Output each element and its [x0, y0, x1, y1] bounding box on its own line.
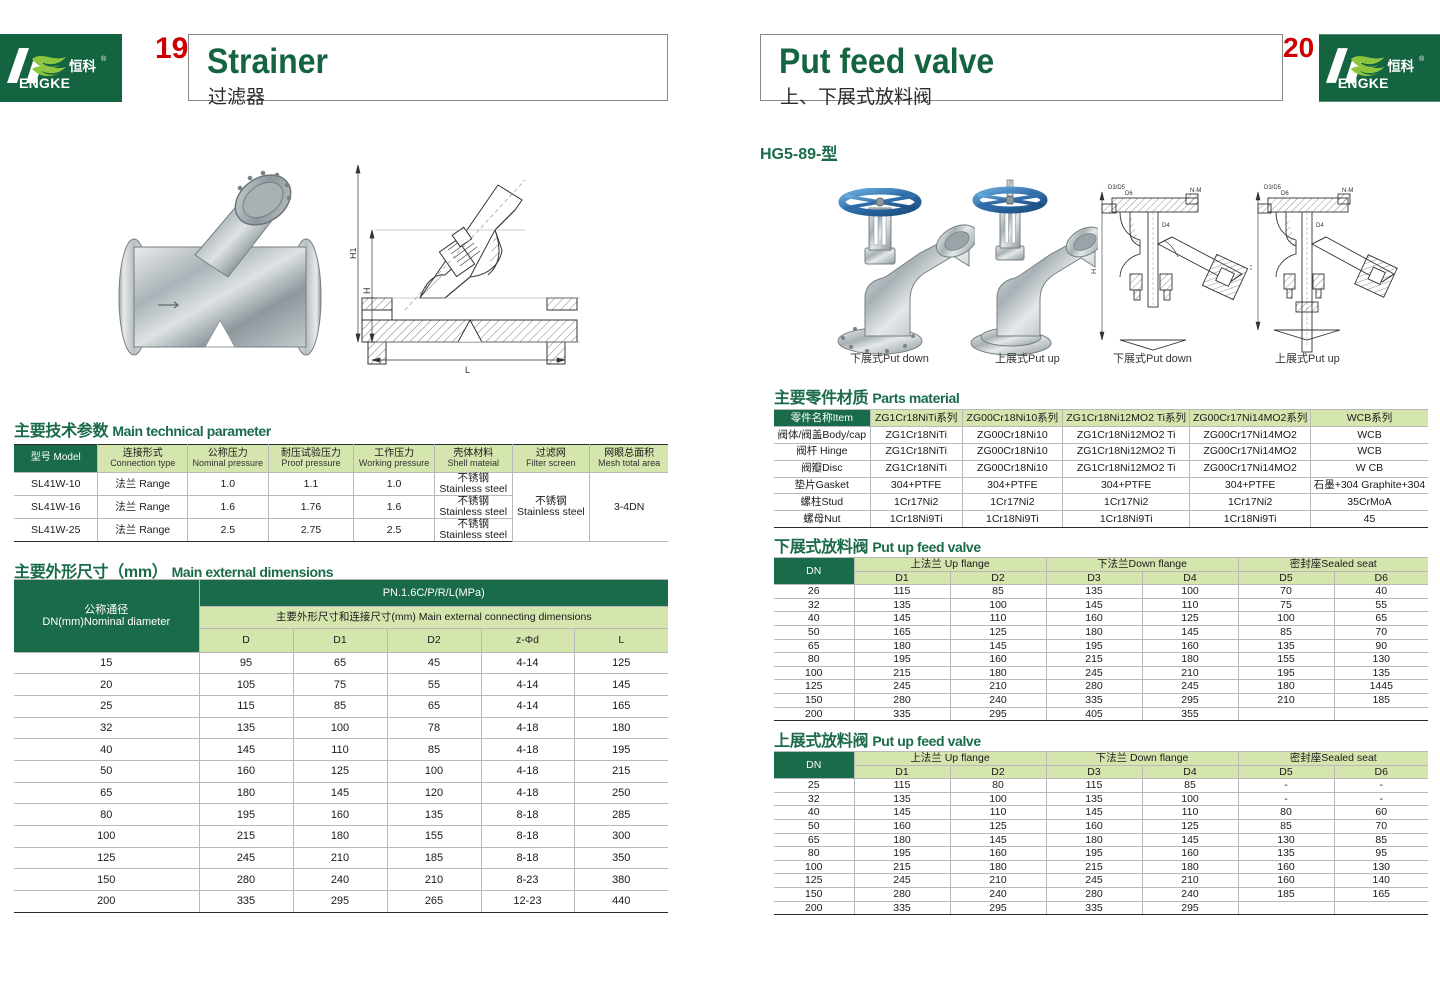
svg-text:H: H — [362, 288, 372, 295]
svg-text:恒科: 恒科 — [1387, 58, 1414, 74]
svg-text:恒科: 恒科 — [69, 58, 96, 74]
svg-text:H: H — [1250, 265, 1254, 270]
svg-text:ENGKE: ENGKE — [19, 75, 70, 91]
svg-text:D6: D6 — [1281, 191, 1289, 197]
svg-text:D4: D4 — [1316, 223, 1324, 229]
svg-text:D3/D5: D3/D5 — [1108, 185, 1126, 191]
svg-text:H: H — [1091, 269, 1098, 274]
svg-text:ENGKE: ENGKE — [1338, 75, 1389, 91]
svg-text:N-M: N-M — [1190, 188, 1201, 194]
svg-text:L: L — [465, 365, 470, 375]
svg-text:®: ® — [1419, 55, 1424, 63]
svg-text:D3/D5: D3/D5 — [1264, 185, 1282, 191]
svg-text:D6: D6 — [1125, 191, 1133, 197]
svg-text:N-M: N-M — [1342, 188, 1353, 194]
svg-text:H1: H1 — [350, 247, 358, 259]
svg-text:®: ® — [101, 55, 107, 63]
svg-text:D4: D4 — [1162, 223, 1170, 229]
